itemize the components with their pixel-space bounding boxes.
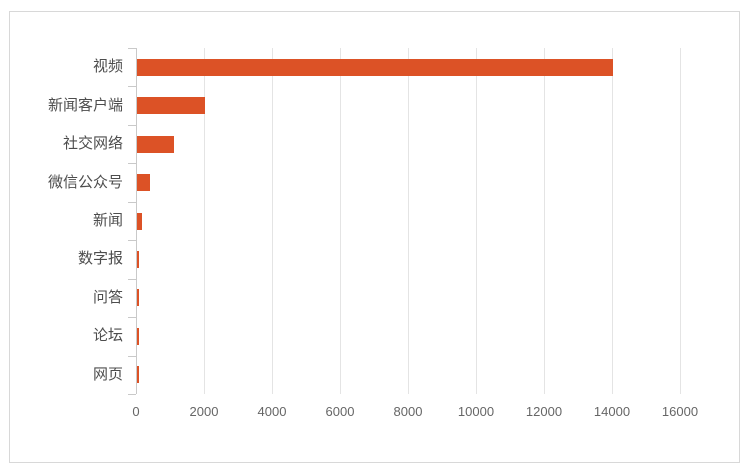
- y-axis-tick: [128, 317, 136, 319]
- gridline: [612, 48, 613, 394]
- bar[interactable]: [137, 58, 613, 76]
- bar[interactable]: [137, 135, 174, 153]
- x-axis-tick-label: 4000: [257, 404, 287, 419]
- y-axis-tick: [128, 124, 136, 126]
- x-axis-tick-label: 12000: [525, 404, 563, 419]
- gridline: [204, 48, 205, 394]
- bar[interactable]: [137, 327, 139, 345]
- bar[interactable]: [137, 174, 150, 192]
- bar[interactable]: [137, 212, 142, 230]
- x-axis-tick-label: 10000: [457, 404, 495, 419]
- gridline: [680, 48, 681, 394]
- y-axis-label: 新闻: [92, 212, 123, 229]
- y-axis-tick: [128, 86, 136, 88]
- x-axis-tick-label: 6000: [325, 404, 355, 419]
- y-axis-label: 数字报: [77, 250, 123, 268]
- y-axis-label: 新闻客户端: [47, 96, 123, 114]
- y-axis-label: 问答: [92, 288, 123, 306]
- gridline: [272, 48, 273, 394]
- y-axis-label: 微信公众号: [47, 173, 123, 191]
- chart-frame: [9, 11, 740, 463]
- bar[interactable]: [137, 366, 139, 384]
- y-axis-tick: [128, 48, 136, 49]
- y-axis-tick: [128, 240, 136, 242]
- x-axis-tick-label: 8000: [393, 404, 423, 419]
- bar[interactable]: [137, 250, 139, 268]
- x-axis-tick-label: 2000: [189, 404, 219, 419]
- gridline: [476, 48, 477, 394]
- gridline: [544, 48, 545, 394]
- y-axis-tick: [128, 394, 136, 395]
- gridline: [408, 48, 409, 394]
- bar[interactable]: [137, 289, 139, 307]
- x-axis-tick-label: 14000: [593, 404, 631, 419]
- y-axis-tick: [128, 278, 136, 280]
- x-axis-tick-label: 16000: [661, 404, 699, 419]
- y-axis-label: 论坛: [92, 327, 123, 345]
- y-axis-label: 社交网络: [62, 135, 123, 153]
- y-axis-line: [136, 48, 137, 394]
- y-axis-tick: [128, 163, 136, 165]
- gridline: [340, 48, 341, 394]
- y-axis-tick: [128, 201, 136, 203]
- bar[interactable]: [137, 97, 205, 115]
- x-axis-tick-label: 0: [132, 404, 140, 419]
- y-axis-tick: [128, 355, 136, 357]
- y-axis-label: 视频: [92, 58, 123, 76]
- y-axis-label: 网页: [92, 365, 123, 383]
